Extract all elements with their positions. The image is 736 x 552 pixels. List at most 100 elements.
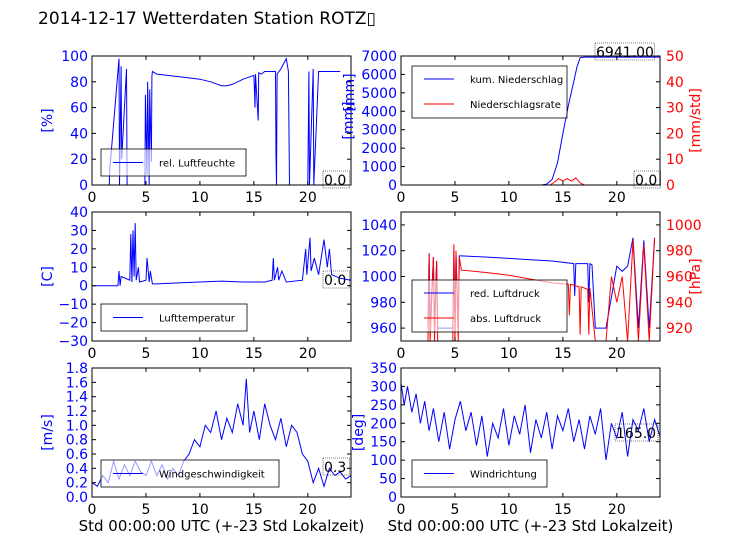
y-axis-label-wind_direction: [deg]	[351, 414, 367, 451]
annotation-box-wind_speed	[322, 457, 350, 476]
x-tick-label-temperature: 10	[191, 346, 209, 362]
y-axis-label-precip: [mm]	[341, 101, 357, 139]
x-tick-label-wind_speed: 15	[245, 502, 263, 518]
y-tick-label-temperature: 0	[79, 279, 88, 295]
x-axis-label-wind_direction: Std 00:00:00 UTC (+-23 Std Lokalzeit)	[388, 517, 674, 535]
y-tick-label-temperature: 30	[70, 223, 88, 239]
y-tick-label-temperature: 40	[70, 205, 88, 221]
x-tick-label-temperature: 15	[245, 346, 263, 362]
annotation-precip: 0.0	[635, 173, 657, 189]
series-line-temperature-0	[92, 223, 351, 287]
y-tick-label-pressure: 980	[370, 295, 397, 311]
y-tick-label-wind_speed: 1.4	[66, 390, 88, 406]
legend-label-wind_speed: Windgeschwindigkeit	[159, 470, 265, 481]
panel-humidity	[91, 55, 352, 189]
y-tick-label-wind_speed: 0.6	[66, 447, 88, 463]
y-tick-label-wind_speed: 0.4	[66, 461, 88, 477]
series-line-humidity-0	[92, 57, 341, 185]
annotation-humidity: 0.0	[324, 173, 346, 189]
x-tick-label-pressure: 10	[500, 346, 518, 362]
y-tick-label-wind_speed: 1.8	[66, 361, 88, 377]
legend-box-precip	[411, 65, 568, 119]
legend-label-humidity: rel. Luftfeuchte	[159, 159, 235, 170]
x-tick-label-pressure: 20	[608, 346, 626, 362]
y-tick-label-precip: 6000	[361, 67, 397, 83]
y-tick-label-wind_direction: 300	[370, 379, 397, 395]
x-tick-label-humidity: 0	[88, 190, 97, 206]
y-tick-label-wind_speed: 0.8	[66, 433, 88, 449]
x-tick-label-temperature: 20	[299, 346, 317, 362]
y-tick-label-temperature: −30	[58, 334, 88, 350]
legend-label-precip: kum. Niederschlag	[470, 75, 563, 86]
series-line-precip-1	[401, 177, 660, 185]
x-tick-label-humidity: 20	[299, 190, 317, 206]
x-tick-label-humidity: 15	[245, 190, 263, 206]
panel-wind_direction	[400, 367, 661, 498]
panel-pressure	[400, 211, 661, 342]
annotation-box-humidity	[322, 170, 350, 189]
y2-axis-label-pressure: [hPa]	[688, 258, 704, 294]
x-tick-label-precip: 0	[397, 190, 406, 206]
x-tick-label-temperature: 5	[141, 346, 150, 362]
x-tick-label-pressure: 15	[554, 346, 572, 362]
x-tick-label-precip: 15	[554, 190, 572, 206]
legend-label-pressure: red. Luftdruck	[470, 289, 540, 300]
y-tick-label-precip: 3000	[361, 123, 397, 139]
legend-label-pressure: abs. Luftdruck	[470, 314, 541, 325]
annotation-box-precip	[594, 42, 655, 61]
x-tick-label-wind_direction: 0	[397, 502, 406, 518]
y-tick-label-wind_direction: 150	[370, 435, 397, 451]
y-tick-label-temperature: 20	[70, 242, 88, 258]
x-tick-label-precip: 5	[450, 190, 459, 206]
plot-frame-wind_direction	[400, 367, 661, 498]
x-tick-label-wind_direction: 10	[500, 502, 518, 518]
legend-label-temperature: Lufttemperatur	[159, 314, 236, 325]
y2-tick-label-precip: 10	[666, 152, 684, 168]
y-tick-label-wind_speed: 0.0	[66, 490, 88, 506]
y-tick-label-wind_speed: 1.6	[66, 375, 88, 391]
y2-tick-label-precip: 40	[666, 75, 684, 91]
x-tick-label-pressure: 5	[450, 346, 459, 362]
panel-wind_speed	[91, 367, 352, 498]
panel-temperature	[91, 211, 352, 342]
y-tick-label-temperature: −20	[58, 316, 88, 332]
y-tick-label-wind_direction: 350	[370, 361, 397, 377]
legend-label-precip: Niederschlagsrate	[470, 100, 561, 111]
y-tick-label-pressure: 1000	[361, 270, 397, 286]
y-tick-label-humidity: 20	[70, 152, 88, 168]
annotation-box-temperature	[322, 270, 350, 289]
annotation-precip: 6941.00	[596, 45, 654, 61]
x-tick-label-wind_speed: 0	[88, 502, 97, 518]
annotation-wind_speed: 0.3	[324, 460, 346, 476]
x-tick-label-precip: 20	[608, 190, 626, 206]
x-axis-label-wind_speed: Std 00:00:00 UTC (+-23 Std Lokalzeit)	[79, 517, 365, 535]
y2-tick-label-pressure: 940	[666, 295, 693, 311]
figure-title: 2014-12-17 Wetterdaten Station ROTZ▯	[38, 9, 376, 29]
y-tick-label-humidity: 40	[70, 126, 88, 142]
legend-box-pressure	[411, 279, 568, 333]
panel-precip	[400, 42, 661, 189]
y-axis-label-wind_speed: [m/s]	[40, 414, 56, 451]
x-tick-label-temperature: 0	[88, 346, 97, 362]
legend-label-wind_direction: Windrichtung	[470, 470, 537, 481]
y2-tick-label-pressure: 980	[666, 244, 693, 260]
y-tick-label-pressure: 1020	[361, 244, 397, 260]
y-tick-label-wind_direction: 0	[388, 490, 397, 506]
y-tick-label-wind_speed: 1.2	[66, 404, 88, 420]
y-tick-label-wind_direction: 200	[370, 416, 397, 432]
y-tick-label-humidity: 0	[79, 178, 88, 194]
y-tick-label-precip: 4000	[361, 104, 397, 120]
x-tick-label-wind_speed: 5	[141, 502, 150, 518]
y2-tick-label-precip: 20	[666, 126, 684, 142]
y2-tick-label-precip: 50	[666, 49, 684, 65]
y-tick-label-humidity: 80	[70, 75, 88, 91]
x-tick-label-wind_direction: 5	[450, 502, 459, 518]
y-tick-label-precip: 7000	[361, 49, 397, 65]
annotation-temperature: 0.0	[324, 273, 346, 289]
annotation-box-precip	[633, 170, 661, 189]
plot-frame-temperature	[91, 211, 352, 342]
plot-frame-precip	[400, 55, 661, 186]
y-axis-label-humidity: [%]	[40, 108, 56, 132]
y2-tick-label-pressure: 960	[666, 270, 693, 286]
